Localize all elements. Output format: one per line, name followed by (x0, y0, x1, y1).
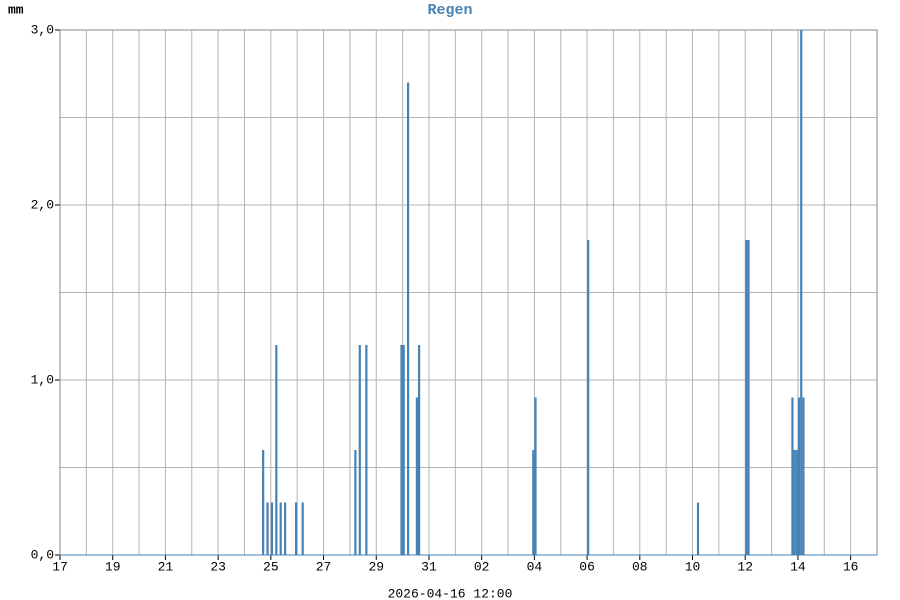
x-tick-label: 16 (843, 559, 859, 574)
x-tick-label: 23 (210, 559, 226, 574)
bar (534, 397, 537, 555)
bar (270, 502, 274, 555)
bar (301, 502, 304, 555)
bar (365, 345, 368, 555)
x-tick-label: 31 (421, 559, 437, 574)
y-tick-label: 1,0 (31, 372, 54, 387)
x-tick-label: 25 (263, 559, 279, 574)
x-tick-label: 17 (52, 559, 68, 574)
x-tick-label: 04 (527, 559, 543, 574)
x-tick-label: 21 (158, 559, 174, 574)
y-axis-label: mm (8, 2, 24, 17)
bar (284, 502, 287, 555)
bar (275, 345, 278, 555)
bar (797, 397, 801, 555)
chart-title: Regen (427, 2, 472, 19)
x-tick-label: 14 (790, 559, 806, 574)
x-tick-label: 19 (105, 559, 121, 574)
bar (262, 450, 265, 555)
bar (696, 502, 700, 555)
bar (358, 345, 361, 555)
bar (266, 502, 269, 555)
bar (415, 397, 418, 555)
bar (587, 240, 590, 555)
bar (407, 82, 410, 555)
bar (402, 345, 405, 555)
bar (793, 450, 796, 555)
bar (294, 502, 298, 555)
x-axis-label: 2026-04-16 12:00 (388, 586, 513, 600)
bar (745, 240, 748, 555)
x-tick-label: 29 (368, 559, 384, 574)
x-tick-label: 27 (316, 559, 332, 574)
bar (354, 450, 357, 555)
bar (800, 30, 803, 555)
x-tick-label: 12 (737, 559, 753, 574)
bar (532, 450, 535, 555)
bar (791, 397, 794, 555)
bar (279, 502, 282, 555)
y-tick-label: 2,0 (31, 197, 54, 212)
bar (802, 397, 805, 555)
x-tick-label: 02 (474, 559, 490, 574)
bar (400, 345, 403, 555)
x-tick-label: 10 (685, 559, 701, 574)
bar (417, 345, 421, 555)
y-tick-label: 3,0 (31, 22, 54, 37)
y-tick-label: 0,0 (31, 547, 54, 562)
x-tick-label: 06 (579, 559, 595, 574)
x-tick-label: 08 (632, 559, 648, 574)
bar (747, 240, 750, 555)
bar (795, 450, 798, 555)
